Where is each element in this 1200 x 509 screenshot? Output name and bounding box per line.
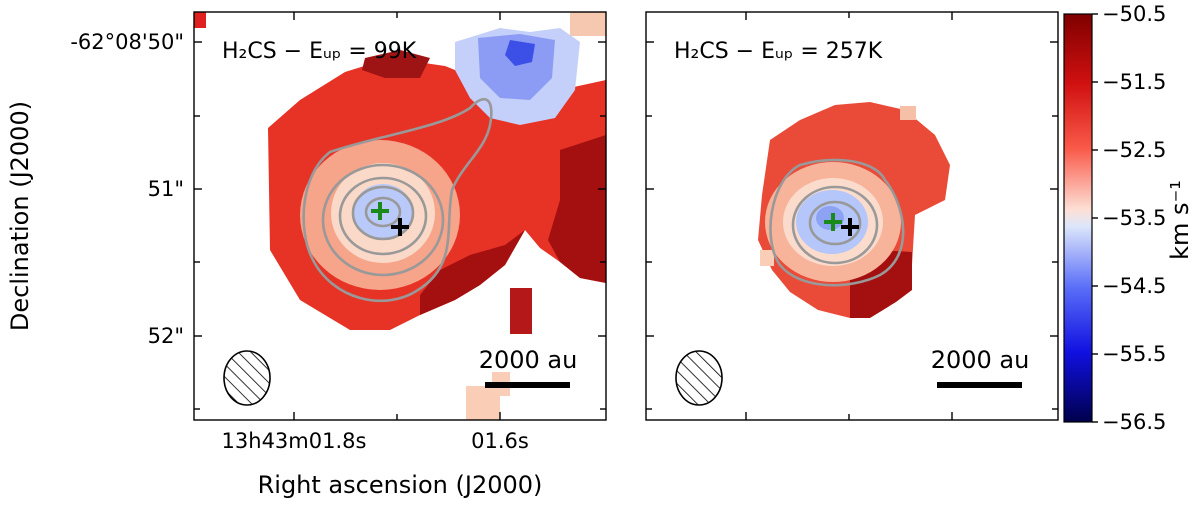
x-tick-label-2: 01.6s [471,429,529,453]
panel-2-blue-core-deep [816,206,844,230]
x-axis-title: Right ascension (J2000) [258,471,543,499]
panel-1: H₂CS − Eᵤₚ = 99K 2000 au -62°08'50" 51" … [6,11,607,499]
panel-1-velocity-map [194,12,606,420]
panel-1-green-cross-marker [371,202,389,220]
panel-2-ticks [646,12,1058,420]
panel-1-emission-darkred-north [362,50,430,78]
panel-1-beam-ellipse [223,350,271,406]
panel-1-frame [193,11,607,421]
y-axis-title: Declination (J2000) [6,101,34,331]
panel-1-emission-blob [510,288,532,334]
colorbar-ticks: −50.5 −51.5 −52.5 −53.5 −54.5 −55.5 −56.5 [1092,2,1166,434]
panel-1-blue-lobe-deep [505,40,535,66]
panel-1-contour-2 [321,163,445,277]
y-tick-label-2: 51" [148,177,184,201]
panel-1-emission-pale-2 [570,12,606,36]
panel-2-contour-3 [808,200,862,246]
colorbar-tick-label-2: −51.5 [1102,70,1166,94]
colorbar-gradient [1063,13,1093,423]
panel-1-contour-4 [351,185,415,241]
panel-2-black-cross-marker [841,218,859,236]
panel-1-ticks [194,12,606,420]
colorbar: −50.5 −51.5 −52.5 −53.5 −54.5 −55.5 −56.5 km s… [1063,2,1194,434]
panel-2-emission-pale-left [760,250,774,266]
colorbar-tick-label-7: −56.5 [1102,410,1166,434]
panel-2-contour-outer [769,158,905,287]
panel-1-blue-lobe-core [478,34,555,100]
colorbar-tick-label-3: −52.5 [1102,138,1166,162]
y-tick-label-3: 52" [148,324,184,348]
x-tick-label-1: 13h43m01.8s [222,429,367,453]
panel-1-emission-darkred-south [420,230,525,315]
panel-2-green-cross-marker [824,213,842,231]
panel-2-frame [645,11,1059,421]
colorbar-tick-label-5: −54.5 [1102,274,1166,298]
colorbar-label: km s⁻¹ [1166,180,1194,260]
panel-2-velocity-map [675,102,950,406]
panel-1-emission-darkred-east [548,135,606,283]
panel-1-scale-bar-label: 2000 au [479,346,578,374]
panel-2: H₂CS − Eᵤₚ = 257K 2000 au [645,11,1059,421]
panel-1-contour-outer [302,97,493,303]
colorbar-tick-label-1: −50.5 [1102,2,1166,26]
colorbar-tick-label-6: −55.5 [1102,342,1166,366]
panel-1-contour-3 [338,176,428,256]
y-tick-label-1: -62°08'50" [70,30,184,54]
panel-2-title: H₂CS − Eᵤₚ = 257K [674,39,883,64]
panel-1-black-cross-marker [391,218,409,236]
panel-2-contour-2 [791,185,879,265]
panel-2-scale-bar-label: 2000 au [931,346,1030,374]
panel-1-contour-5 [364,196,402,228]
colorbar-tick-label-4: −53.5 [1102,206,1166,230]
panel-2-scale-bar [937,382,1022,388]
panel-1-title: H₂CS − Eᵤₚ = 99K [222,39,417,64]
panel-1-emission-topleft [194,12,206,28]
panel-2-emission-pale-top [900,106,916,120]
panel-1-scale-bar [485,382,570,388]
panel-2-beam-ellipse [675,350,723,406]
